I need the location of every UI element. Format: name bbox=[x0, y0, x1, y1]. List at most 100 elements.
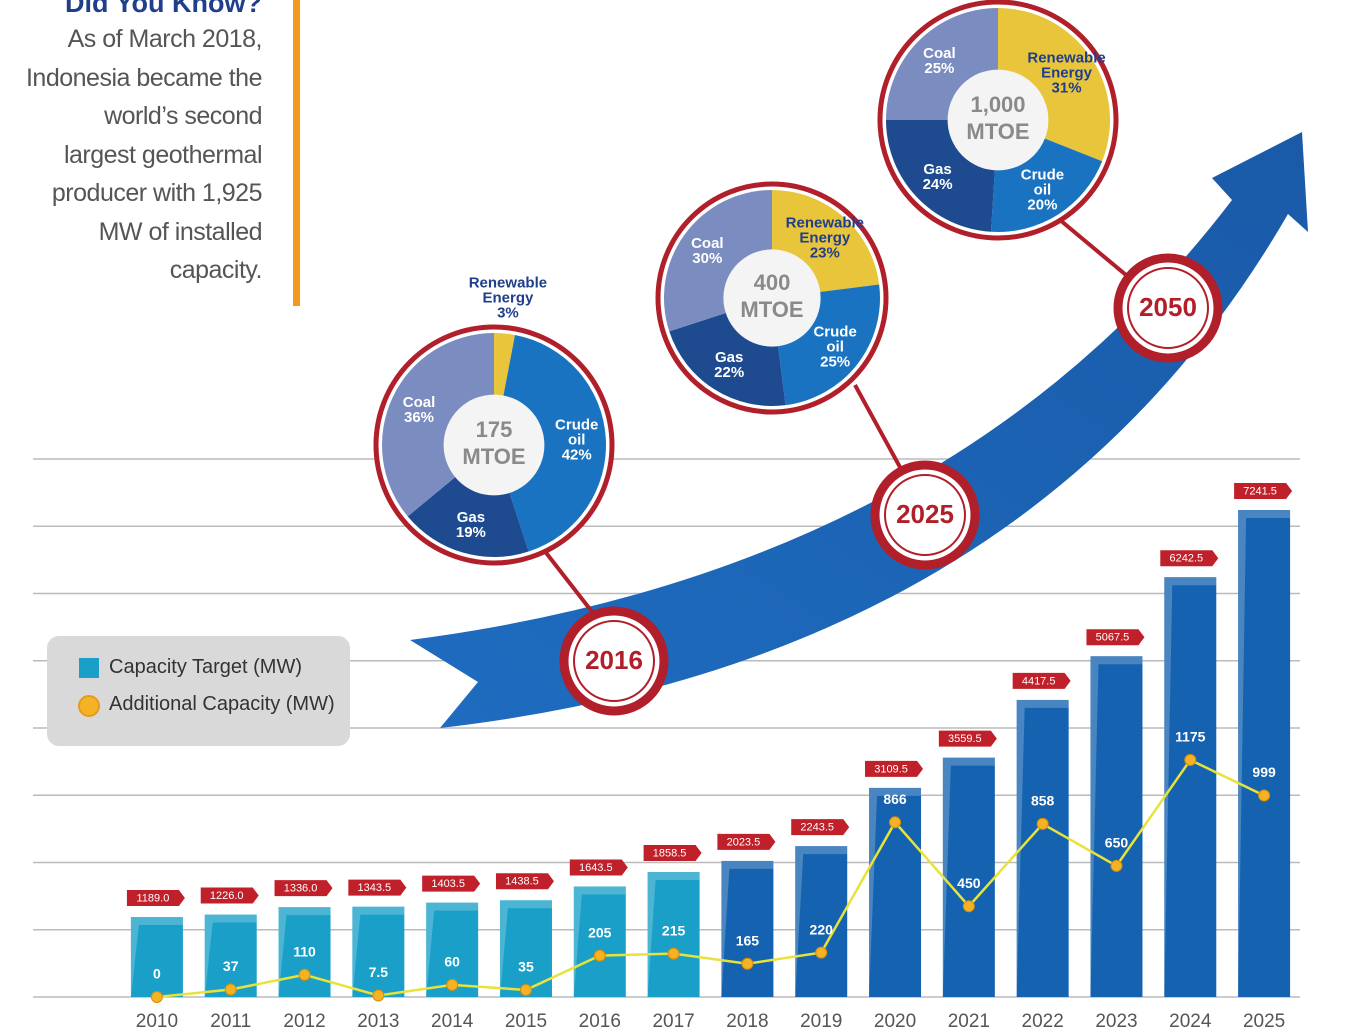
slice-name: Crude oil bbox=[1020, 166, 1065, 199]
line-value-label: 60 bbox=[444, 954, 460, 970]
year-badge-inner bbox=[884, 474, 966, 556]
bar-value-label: 1643.5 bbox=[579, 862, 613, 874]
bar-value-label: 1226.0 bbox=[210, 890, 244, 902]
value-tag bbox=[348, 879, 407, 896]
pie-label: Coal 30% bbox=[691, 236, 724, 266]
pie-unit: MTOE bbox=[740, 297, 803, 322]
slice-name: Renewable Energy bbox=[785, 214, 865, 247]
x-tick-label: 2020 bbox=[874, 1011, 916, 1032]
slice-value: 3% bbox=[497, 304, 519, 322]
line-marker bbox=[150, 991, 163, 1003]
slice-value: 25% bbox=[820, 353, 851, 371]
line-marker bbox=[593, 949, 606, 962]
pie-label: Crude oil 25% bbox=[813, 324, 856, 369]
value-tag bbox=[791, 819, 850, 836]
bar bbox=[352, 906, 405, 997]
bar-highlight bbox=[1238, 510, 1291, 997]
bar bbox=[1016, 699, 1069, 997]
pie-label: Coal 25% bbox=[923, 46, 956, 76]
bar-value-label: 1343.5 bbox=[358, 882, 392, 894]
value-tag bbox=[1012, 672, 1071, 689]
trend-arrow bbox=[410, 132, 1308, 728]
pie-slice bbox=[494, 334, 606, 552]
legend-label: Capacity Target (MW) bbox=[109, 656, 303, 678]
line-marker bbox=[224, 983, 237, 996]
line-marker bbox=[962, 900, 975, 913]
pie-unit: MTOE bbox=[966, 119, 1029, 144]
pie-total: 1,000 bbox=[970, 92, 1025, 117]
line-value-label: 37 bbox=[223, 958, 239, 974]
bar-highlight bbox=[1164, 577, 1217, 997]
pie-center bbox=[443, 394, 545, 496]
bar bbox=[1090, 656, 1143, 997]
line-value-label: 205 bbox=[588, 924, 612, 940]
bar-highlight bbox=[1090, 656, 1143, 997]
bar-highlight bbox=[942, 757, 995, 997]
x-tick-label: 2011 bbox=[210, 1011, 251, 1032]
sidebar-line: largest geothermal bbox=[63, 140, 263, 169]
slice-value: 36% bbox=[403, 408, 435, 426]
line bbox=[156, 758, 1265, 999]
x-tick-label: 2021 bbox=[948, 1011, 990, 1032]
sidebar-line: As of March 2018, bbox=[67, 25, 263, 53]
bar bbox=[204, 914, 257, 997]
bar bbox=[1238, 510, 1291, 997]
bar-highlight bbox=[130, 917, 183, 997]
slice-name: Renewable Energy bbox=[468, 274, 548, 307]
slice-value: 19% bbox=[455, 523, 486, 541]
line-marker bbox=[519, 983, 532, 996]
slice-name: Coal bbox=[691, 235, 724, 253]
slice-value: 20% bbox=[1027, 196, 1058, 214]
bar-highlight bbox=[647, 872, 700, 997]
bar-highlight bbox=[721, 860, 774, 997]
x-tick-label: 2012 bbox=[283, 1011, 325, 1032]
slice-name: Gas bbox=[456, 508, 486, 526]
line-marker bbox=[741, 957, 754, 970]
x-tick-label: 2023 bbox=[1095, 1011, 1137, 1032]
pie-label: Coal 36% bbox=[403, 395, 436, 425]
value-tag bbox=[938, 730, 997, 747]
value-tag bbox=[126, 890, 185, 907]
value-tag bbox=[1160, 550, 1219, 567]
slice-name: Renewable Energy bbox=[1027, 49, 1106, 82]
line-marker bbox=[815, 946, 828, 959]
slice-name: Coal bbox=[402, 393, 436, 411]
pie-label: Renewable Energy 23% bbox=[786, 216, 864, 261]
bar-value-label: 1403.5 bbox=[431, 878, 465, 890]
value-tag bbox=[422, 875, 481, 892]
pie-total: 175 bbox=[476, 417, 513, 442]
pie-label: Renewable Energy 3% bbox=[469, 275, 547, 320]
pie-label: Gas 24% bbox=[923, 162, 953, 192]
slice-value: 24% bbox=[922, 175, 953, 193]
line-value-label: 35 bbox=[518, 959, 534, 975]
value-tag bbox=[643, 845, 702, 862]
year-badge-inner bbox=[573, 620, 655, 702]
pie-total: 400 bbox=[754, 270, 791, 295]
bar-highlight bbox=[573, 886, 626, 997]
pie-label: Gas 22% bbox=[714, 350, 744, 380]
pie-label: Crude oil 20% bbox=[1021, 167, 1064, 212]
bar-highlight bbox=[499, 900, 552, 997]
sidebar-text: As of March 2018, Indonesia became the wor… bbox=[26, 20, 263, 290]
bar-highlight bbox=[278, 907, 331, 997]
legend-swatches bbox=[78, 658, 100, 717]
slice-value: 25% bbox=[924, 60, 955, 78]
slice-name: Coal bbox=[923, 45, 956, 63]
bar-highlight bbox=[352, 906, 405, 997]
bar-value-label: 3109.5 bbox=[874, 763, 908, 775]
bar-value-label: 6242.5 bbox=[1169, 553, 1203, 565]
line-value-label: 110 bbox=[293, 944, 316, 960]
sidebar: Did You Know? As of March 2018, Indonesia… bbox=[26, 0, 263, 290]
bar bbox=[130, 917, 183, 997]
line-marker bbox=[1184, 753, 1197, 766]
x-tick-label: 2024 bbox=[1169, 1011, 1212, 1032]
slice-value: 42% bbox=[561, 446, 592, 464]
bar-highlight bbox=[869, 787, 922, 997]
bar-value-label: 3559.5 bbox=[948, 733, 982, 745]
sidebar-title: Did You Know? bbox=[65, 0, 262, 18]
value-tag bbox=[1234, 483, 1293, 500]
bar bbox=[942, 757, 995, 997]
x-tick-label: 2025 bbox=[1243, 1011, 1285, 1032]
line-value-label: 866 bbox=[883, 791, 907, 807]
bar-value-label: 1336.0 bbox=[284, 883, 318, 895]
